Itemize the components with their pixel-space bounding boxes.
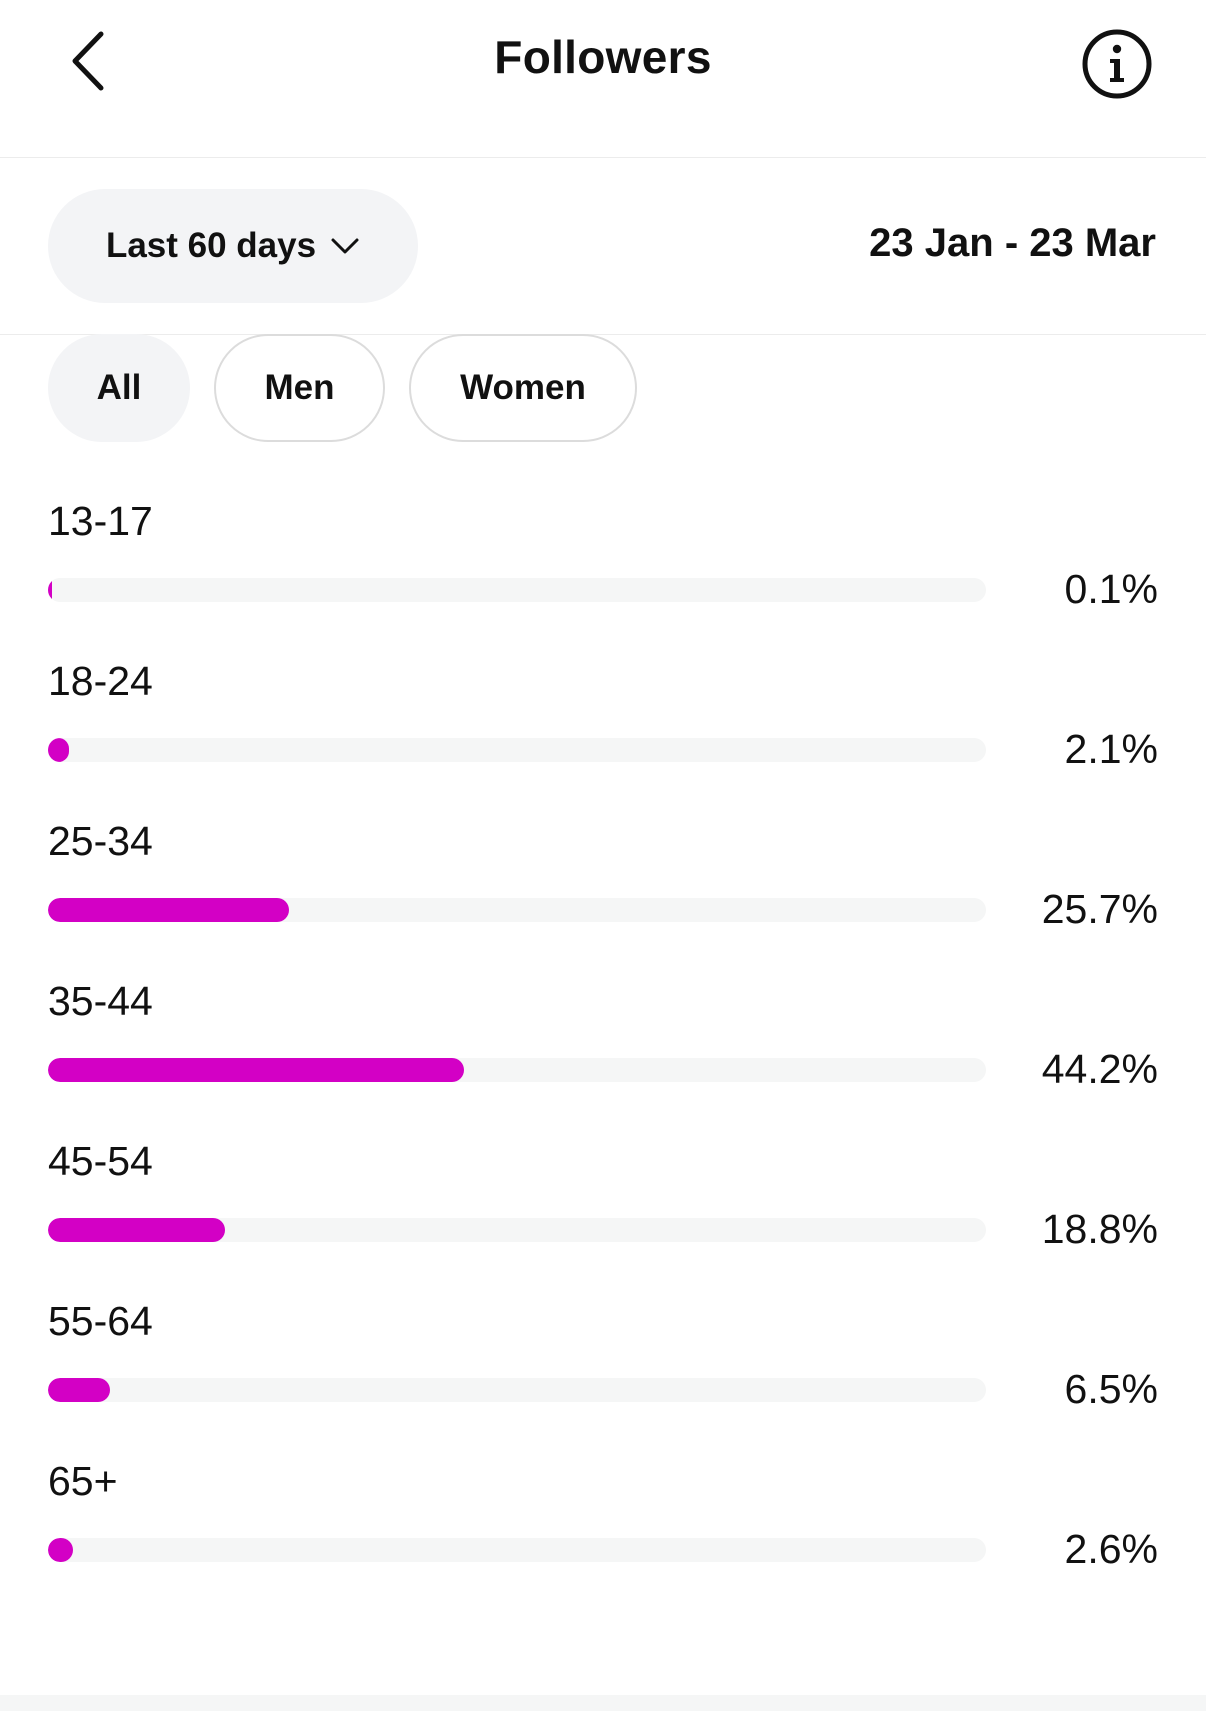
bar-track bbox=[48, 738, 986, 762]
date-range-bar: Last 60 days 23 Jan - 23 Mar bbox=[0, 159, 1206, 335]
back-button[interactable] bbox=[56, 26, 120, 96]
bar-track bbox=[48, 578, 986, 602]
bar-fill bbox=[48, 1058, 464, 1082]
age-row: 35-44 44.2% bbox=[48, 976, 1158, 1136]
bar-track bbox=[48, 1378, 986, 1402]
age-row: 18-24 2.1% bbox=[48, 656, 1158, 816]
percentage-value: 2.6% bbox=[1064, 1526, 1158, 1572]
bottom-divider bbox=[0, 1695, 1206, 1711]
info-circle-icon bbox=[1082, 29, 1152, 99]
filter-chip-all[interactable]: All bbox=[48, 334, 190, 442]
bar-fill bbox=[48, 898, 290, 922]
age-label: 45-54 bbox=[48, 1138, 153, 1184]
age-row: 25-34 25.7% bbox=[48, 816, 1158, 976]
bar-fill bbox=[48, 738, 69, 762]
percentage-value: 0.1% bbox=[1064, 566, 1158, 612]
percentage-value: 2.1% bbox=[1064, 726, 1158, 772]
age-row: 55-64 6.5% bbox=[48, 1296, 1158, 1456]
age-row: 13-17 0.1% bbox=[48, 496, 1158, 656]
age-label: 55-64 bbox=[48, 1298, 153, 1344]
bar-fill bbox=[48, 1538, 74, 1562]
age-label: 18-24 bbox=[48, 658, 153, 704]
age-range-chart: 13-17 0.1% 18-24 2.1% 25-34 25.7% 35-44 … bbox=[48, 496, 1158, 1616]
chevron-left-icon bbox=[72, 31, 104, 91]
percentage-value: 18.8% bbox=[1041, 1206, 1158, 1252]
bar-track bbox=[48, 1218, 986, 1242]
age-row: 45-54 18.8% bbox=[48, 1136, 1158, 1296]
bar-track bbox=[48, 898, 986, 922]
gender-filter-chips: All Men Women bbox=[48, 334, 637, 444]
age-label: 13-17 bbox=[48, 498, 153, 544]
page-title: Followers bbox=[494, 31, 712, 83]
bar-fill bbox=[48, 1218, 226, 1242]
bar-fill bbox=[48, 578, 52, 602]
time-range-label: Last 60 days bbox=[105, 226, 317, 265]
filter-chip-women[interactable]: Women bbox=[409, 334, 637, 442]
age-row: 65+ 2.6% bbox=[48, 1456, 1158, 1616]
percentage-value: 44.2% bbox=[1041, 1046, 1158, 1092]
age-label: 25-34 bbox=[48, 818, 153, 864]
percentage-value: 25.7% bbox=[1041, 886, 1158, 932]
chevron-down-icon bbox=[331, 238, 359, 254]
age-label: 65+ bbox=[48, 1458, 118, 1504]
bar-track bbox=[48, 1538, 986, 1562]
top-bar: Followers bbox=[0, 0, 1206, 158]
age-label: 35-44 bbox=[48, 978, 153, 1024]
percentage-value: 6.5% bbox=[1064, 1366, 1158, 1412]
time-range-dropdown[interactable]: Last 60 days bbox=[48, 189, 418, 303]
date-range-text: 23 Jan - 23 Mar bbox=[869, 221, 1156, 265]
info-button[interactable] bbox=[1077, 26, 1157, 102]
filter-chip-men[interactable]: Men bbox=[214, 334, 385, 442]
bar-fill bbox=[48, 1378, 110, 1402]
bar-track bbox=[48, 1058, 986, 1082]
